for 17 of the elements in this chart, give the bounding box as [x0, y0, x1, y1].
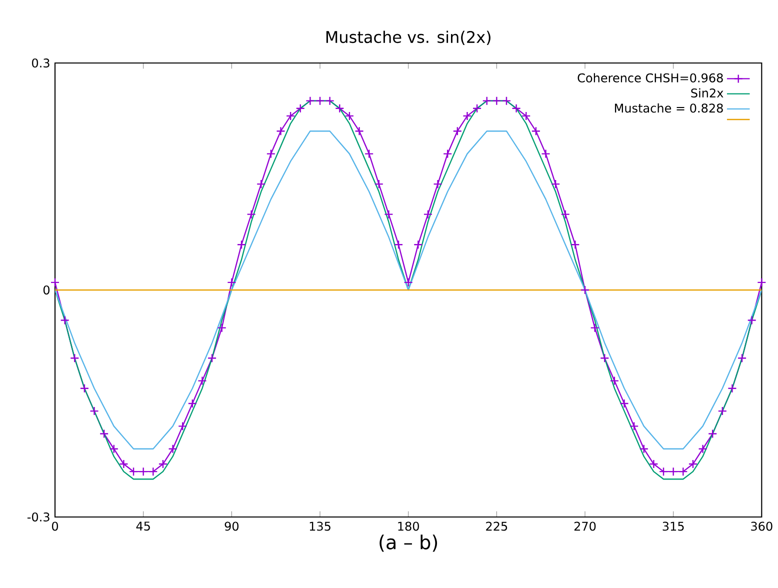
legend-label: Sin2x — [691, 88, 724, 98]
x-axis-title: (a – b) — [380, 534, 438, 552]
x-tick-label: 135 — [310, 522, 330, 531]
y-tick-label: 0.3 — [32, 58, 50, 68]
x-tick-label: 225 — [486, 522, 508, 531]
x-tick-label: 360 — [751, 522, 772, 531]
x-tick-label: 315 — [662, 522, 684, 531]
legend-label: Coherence CHSH=0.968 — [578, 73, 723, 82]
x-tick-label: 270 — [574, 522, 596, 531]
legend-label: Mustache = 0.828 — [614, 103, 723, 113]
x-tick-label: 0 — [52, 522, 58, 531]
chart-title: Mustache vs. sin(2x) — [326, 30, 490, 45]
y-tick-label: -0.3 — [27, 512, 50, 522]
x-tick-label: 90 — [224, 522, 239, 531]
x-tick-label: 45 — [136, 522, 150, 531]
x-tick-label: 180 — [398, 522, 419, 531]
y-tick-label: 0 — [43, 285, 50, 295]
